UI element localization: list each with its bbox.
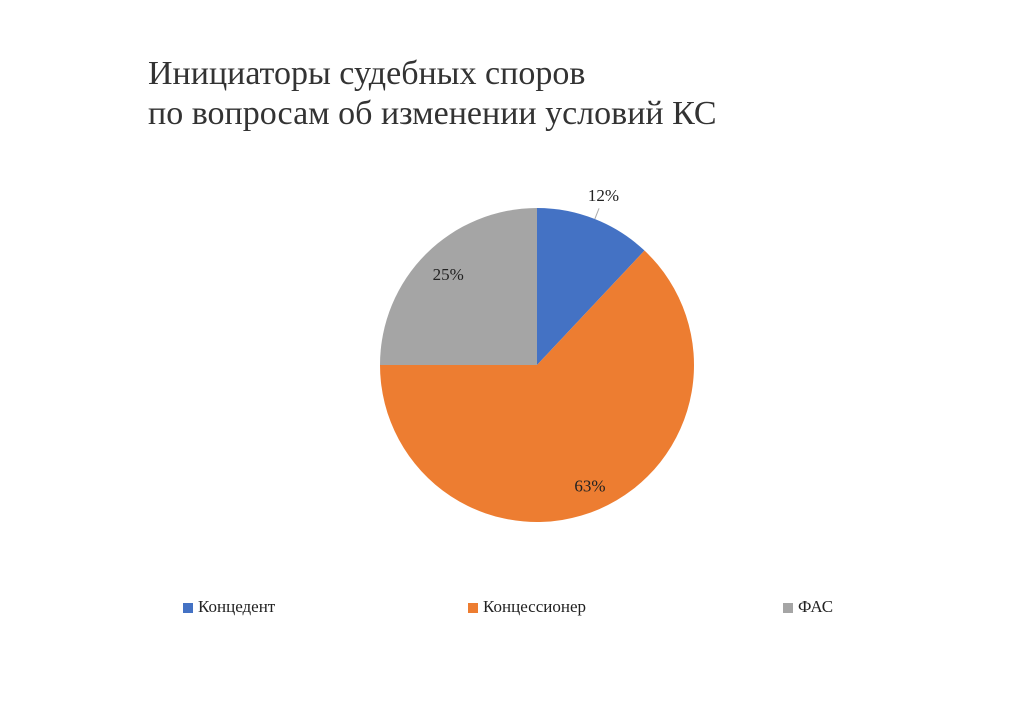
pie-slice	[380, 208, 537, 365]
data-label: 63%	[574, 476, 605, 495]
chart-title: Инициаторы судебных споров	[148, 55, 585, 92]
pie-slice	[379, 250, 694, 522]
legend-swatch	[783, 603, 793, 613]
legend-label: ФАС	[798, 597, 833, 616]
legend-label: Концедент	[198, 597, 276, 616]
legend-swatch	[183, 603, 193, 613]
pie-slice	[537, 208, 645, 365]
data-label: 12%	[588, 186, 619, 205]
leader-line	[594, 208, 600, 220]
legend-swatch	[468, 603, 478, 613]
data-label: 25%	[433, 265, 464, 284]
chart-title: по вопросам об изменении условий КС	[148, 95, 717, 132]
legend-label: Концессионер	[483, 597, 586, 616]
